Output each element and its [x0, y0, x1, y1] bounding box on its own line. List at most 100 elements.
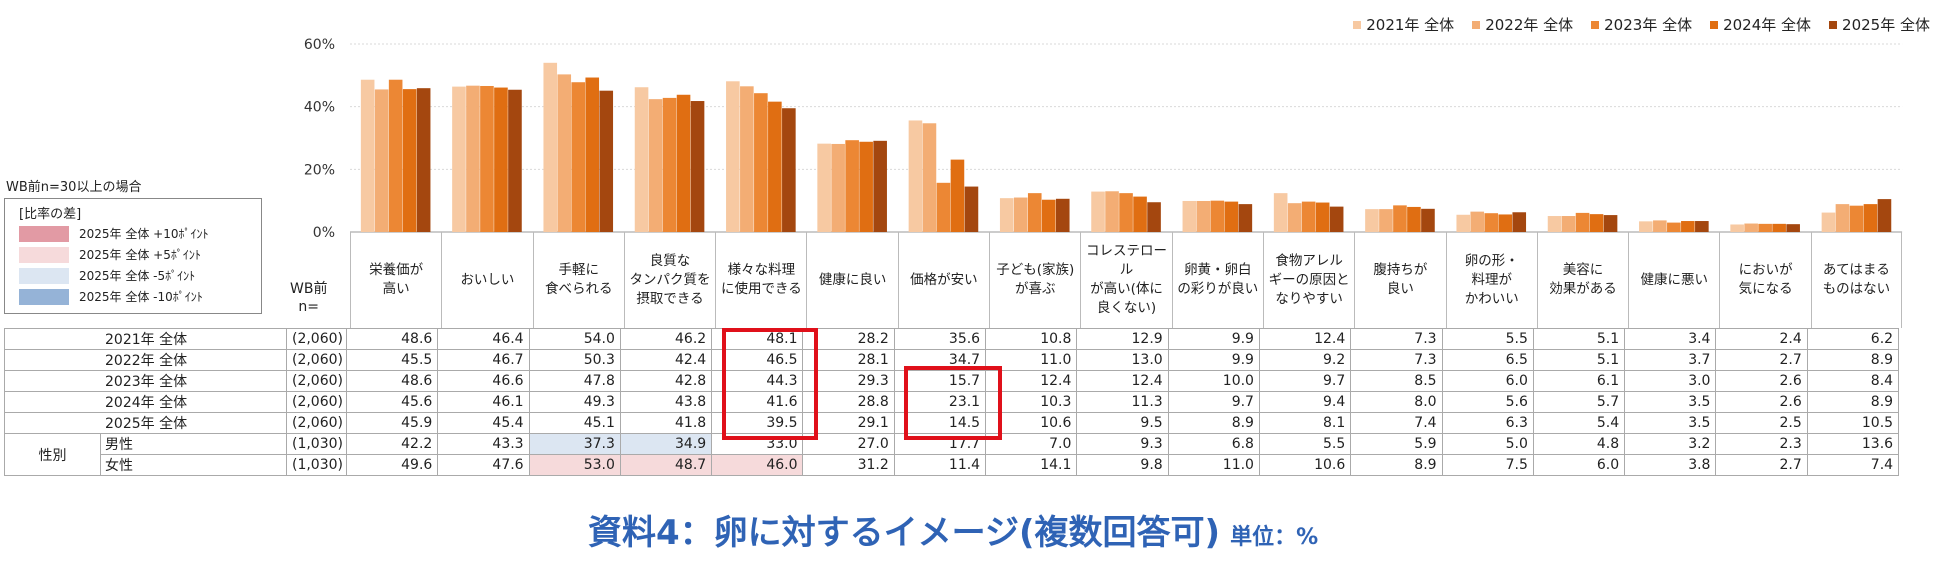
table-cell: 7.3	[1350, 349, 1443, 371]
bar	[950, 159, 965, 232]
table-cell: 5.5	[1258, 433, 1352, 455]
row-label: 女性	[100, 454, 287, 476]
row-label: 2023年 全体	[4, 370, 287, 392]
legend-swatch	[1353, 20, 1362, 29]
bar	[1287, 203, 1302, 232]
table-row: 2022年 全体 (2,060) 45.5 46.7 50.3 42.4 46.5 28.1 3…	[4, 349, 1900, 371]
bar	[726, 81, 740, 232]
table-cell: 8.5	[1350, 370, 1443, 392]
figure-caption: 資料4：卵に対するイメージ(複数回答可) 単位：%	[588, 505, 1318, 554]
y-tick-label: 0%	[313, 225, 335, 241]
diff-legend-swatch	[19, 288, 69, 305]
table-cell: 5.4	[1532, 412, 1626, 434]
table-cell: 48.7	[619, 454, 713, 476]
diff-legend-swatch	[19, 267, 69, 284]
table-cell: 29.1	[802, 412, 895, 434]
table-cell: 5.1	[1532, 349, 1626, 371]
bar	[1484, 213, 1499, 232]
bar	[964, 186, 979, 232]
bar	[1849, 205, 1864, 232]
bar	[782, 108, 796, 232]
bar	[585, 77, 600, 232]
category-label: 卵黄・卵白 の彩りが良い	[1171, 232, 1263, 328]
bar	[1575, 212, 1590, 232]
bar	[1863, 204, 1878, 232]
row-label: 2021年 全体	[4, 328, 287, 350]
table-cell: 3.2	[1624, 433, 1717, 455]
legend-swatch	[1710, 20, 1719, 29]
bar	[1547, 216, 1562, 232]
bar	[1182, 200, 1197, 232]
table-cell: 3.7	[1624, 349, 1717, 371]
bar	[1147, 202, 1161, 232]
category-label: おいしい	[441, 232, 532, 328]
bar	[1105, 191, 1119, 232]
diff-legend-item: 2025年 全体 +5ﾎﾟｲﾝﾄ	[19, 246, 201, 263]
diff-legend-item: 2025年 全体 +10ﾎﾟｲﾝﾄ	[19, 225, 209, 242]
table-cell: 6.1	[1532, 370, 1626, 392]
category-label: 美容に 効果がある	[1536, 232, 1628, 328]
table-cell: 46.1	[437, 391, 530, 413]
table-cell: 3.5	[1624, 412, 1717, 434]
bar	[1365, 209, 1379, 232]
bar	[817, 143, 831, 232]
table-cell: 8.1	[1258, 412, 1352, 434]
chart-legend: 2021年 全体 2022年 全体 2023年 全体 2024年 全体 2025年 全体	[1353, 14, 1930, 35]
category-label: コレステロール が高い(体に 良くない)	[1080, 232, 1171, 328]
bar	[1758, 223, 1772, 232]
table-cell: 12.4	[985, 370, 1078, 392]
legend-label: 2022年 全体	[1485, 16, 1574, 34]
table-cell: 6.5	[1441, 349, 1534, 371]
table-cell: 47.8	[528, 370, 621, 392]
table-cell: 9.7	[1258, 370, 1352, 392]
bar	[1421, 208, 1435, 232]
table-row: 2021年 全体 (2,060) 48.6 46.4 54.0 46.2 48.1 28.2 3…	[4, 328, 1900, 350]
bar	[1498, 214, 1513, 232]
table-cell: 28.2	[802, 328, 895, 350]
table-cell: 5.9	[1350, 433, 1443, 455]
table-cell: 46.4	[437, 328, 530, 350]
bar	[1379, 209, 1393, 232]
table-cell: 7.5	[1441, 454, 1534, 476]
table-cell: 6.3	[1441, 412, 1534, 434]
bar	[1589, 214, 1604, 232]
table-cell: 2.3	[1715, 433, 1808, 455]
threshold-note: WB前n=30以上の場合	[6, 180, 142, 195]
bar	[831, 143, 845, 232]
bar	[754, 93, 768, 233]
table-cell: 6.2	[1806, 328, 1900, 350]
table-cell: 6.8	[1167, 433, 1260, 455]
table-cell: 9.5	[1076, 412, 1169, 434]
sample-size: (1,030)	[286, 433, 347, 455]
bar	[1695, 221, 1709, 232]
table-cell: 5.0	[1441, 433, 1534, 455]
table-cell: 2.7	[1715, 454, 1808, 476]
diff-legend-label: 2025年 全体 -10ﾎﾟｲﾝﾄ	[79, 290, 203, 304]
bar	[1027, 193, 1042, 232]
y-tick-label: 60%	[304, 37, 335, 53]
table-cell: 8.9	[1350, 454, 1443, 476]
table-cell: 6.0	[1441, 370, 1534, 392]
table-cell: 8.9	[1167, 412, 1260, 434]
bar	[1041, 199, 1056, 232]
table-cell: 31.2	[802, 454, 895, 476]
bar	[648, 99, 663, 232]
bar	[480, 85, 494, 232]
table-cell: 11.0	[985, 349, 1078, 371]
table-cell: 8.4	[1806, 370, 1900, 392]
diff-legend-item: 2025年 全体 -5ﾎﾟｲﾝﾄ	[19, 267, 195, 284]
table-cell: 3.4	[1624, 328, 1717, 350]
bar	[1393, 205, 1407, 232]
table-cell: 34.9	[619, 433, 713, 455]
table-cell: 12.4	[1258, 328, 1352, 350]
table-cell: 45.4	[437, 412, 530, 434]
caption-unit: 単位：%	[1230, 525, 1319, 550]
category-label: 手軽に 食べられる	[532, 232, 624, 328]
table-cell: 54.0	[528, 328, 621, 350]
table-cell: 46.7	[437, 349, 530, 371]
table-cell: 42.8	[619, 370, 713, 392]
bar	[557, 74, 572, 232]
bar	[1013, 197, 1028, 232]
category-label: 様々な料理 に使用できる	[715, 232, 806, 328]
legend-label: 2023年 全体	[1604, 16, 1693, 34]
